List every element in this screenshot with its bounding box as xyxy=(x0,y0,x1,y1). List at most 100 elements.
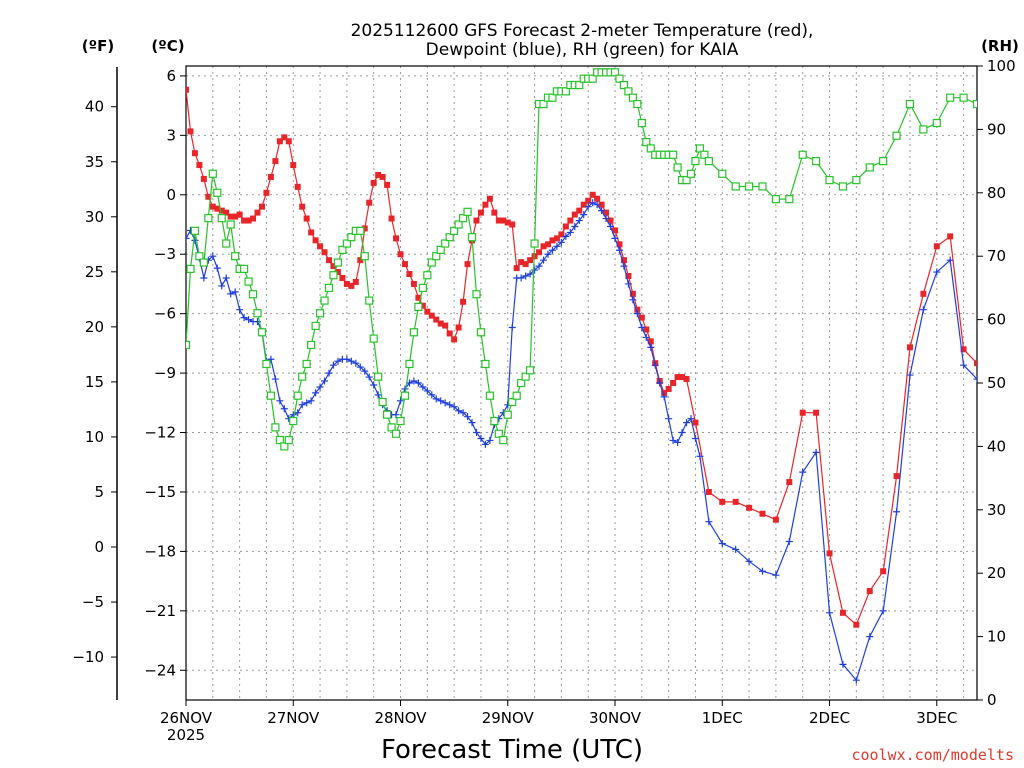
rh-point xyxy=(624,87,633,96)
temperature-point xyxy=(419,302,426,309)
rh-point xyxy=(731,182,740,191)
rh-point xyxy=(646,144,655,153)
x-tick-label: 27NOV xyxy=(267,709,320,727)
dewpoint-point xyxy=(660,393,668,401)
temperature-point xyxy=(250,215,257,222)
dewpoint-point xyxy=(642,333,650,341)
temperature-point xyxy=(464,261,471,268)
temperature-point xyxy=(455,324,462,331)
temperature-point xyxy=(191,150,198,157)
temperature-point xyxy=(290,162,297,169)
dewpoint-point xyxy=(303,399,311,407)
temperature-point xyxy=(227,213,234,220)
rh-point xyxy=(467,233,477,242)
dewpoint-point xyxy=(414,379,422,387)
dewpoint-point xyxy=(607,222,615,230)
dewpoint-point xyxy=(593,201,601,209)
temperature-point xyxy=(205,193,212,200)
temperature-point xyxy=(638,314,645,321)
temperature-point xyxy=(607,217,614,224)
temperature-point xyxy=(732,498,739,505)
temperature-point xyxy=(786,479,793,486)
dewpoint-point xyxy=(325,369,333,377)
rh-point xyxy=(213,188,222,197)
series-2-meter-temperature xyxy=(186,86,993,628)
dewpoint-point xyxy=(732,545,740,553)
temperature-point xyxy=(647,338,654,345)
temperature-point xyxy=(236,211,243,218)
temperature-point xyxy=(357,257,364,264)
dewpoint-point xyxy=(428,391,436,399)
dewpoint-point xyxy=(209,252,217,260)
dewpoint-point xyxy=(446,401,454,409)
dewpoint-point xyxy=(785,538,793,545)
dewpoint-point xyxy=(294,409,302,417)
temperature-point xyxy=(214,205,221,212)
dewpoint-point xyxy=(352,359,360,367)
dewpoint-point xyxy=(522,272,530,280)
dewpoint-point xyxy=(656,379,664,387)
dewpoint-point xyxy=(651,361,659,369)
temperature-point xyxy=(661,389,668,396)
dewpoint-point xyxy=(432,395,440,403)
rh-point xyxy=(503,410,512,419)
dewpoint-point xyxy=(683,419,691,427)
celsius-tick-label: −3 xyxy=(154,245,176,263)
temperature-point xyxy=(339,274,346,281)
rh-point xyxy=(333,258,343,267)
dewpoint-point xyxy=(866,633,874,641)
rh-point xyxy=(454,220,463,229)
plot-frame xyxy=(185,65,978,701)
celsius-tick-label: 6 xyxy=(166,67,176,85)
temperature-point xyxy=(553,235,560,242)
temperature-point xyxy=(746,504,753,511)
dewpoint-point xyxy=(276,397,284,405)
series-rh xyxy=(186,68,977,451)
rh-point xyxy=(838,182,848,191)
dewpoint-point xyxy=(191,236,199,244)
dewpoint-point xyxy=(919,306,927,314)
rh-point xyxy=(548,93,557,102)
dewpoint-point xyxy=(423,387,431,395)
fahrenheit-tick-label: −10 xyxy=(72,648,104,666)
credit-text: coolwx.com/modelts xyxy=(851,746,1014,764)
rh-point xyxy=(494,429,503,438)
rh-point xyxy=(892,131,901,140)
rh-point xyxy=(539,99,548,109)
celsius-tick-label: −12 xyxy=(144,424,176,442)
temperature-point xyxy=(585,197,592,204)
temperature-point xyxy=(281,134,288,141)
temperature-point xyxy=(549,237,556,244)
temperature-point xyxy=(460,298,467,305)
rh-point xyxy=(610,68,620,77)
dewpoint-point xyxy=(410,377,418,385)
temperature-point xyxy=(285,138,292,145)
temperature-point xyxy=(880,568,887,575)
temperature-point xyxy=(433,316,440,323)
temperature-point xyxy=(388,215,395,222)
temperature-point xyxy=(223,209,230,216)
dewpoint-point xyxy=(852,676,860,684)
rh-point xyxy=(226,220,235,229)
temperature-point xyxy=(987,344,993,350)
dewpoint-point xyxy=(374,391,382,399)
rh-point xyxy=(195,252,204,261)
rh-tick-label: 10 xyxy=(987,628,1006,646)
temperature-point xyxy=(196,162,203,169)
dewpoint-point xyxy=(669,436,677,444)
temperature-point xyxy=(679,374,686,381)
rh-point xyxy=(472,290,481,299)
dewpoint-point xyxy=(548,246,556,254)
rh-point xyxy=(400,391,410,400)
temperature-point xyxy=(612,227,619,234)
rh-point xyxy=(463,207,472,216)
fahrenheit-tick-label: 5 xyxy=(94,483,104,501)
fahrenheit-tick-label: 15 xyxy=(85,373,104,391)
dewpoint-point xyxy=(960,361,968,369)
rh-point xyxy=(718,169,727,178)
rh-point xyxy=(485,391,494,400)
dewpoint-point xyxy=(365,373,373,381)
x-tick-label: 28NOV xyxy=(374,709,427,727)
fahrenheit-tick-label: 10 xyxy=(85,428,104,446)
dewpoint-point xyxy=(589,199,597,207)
